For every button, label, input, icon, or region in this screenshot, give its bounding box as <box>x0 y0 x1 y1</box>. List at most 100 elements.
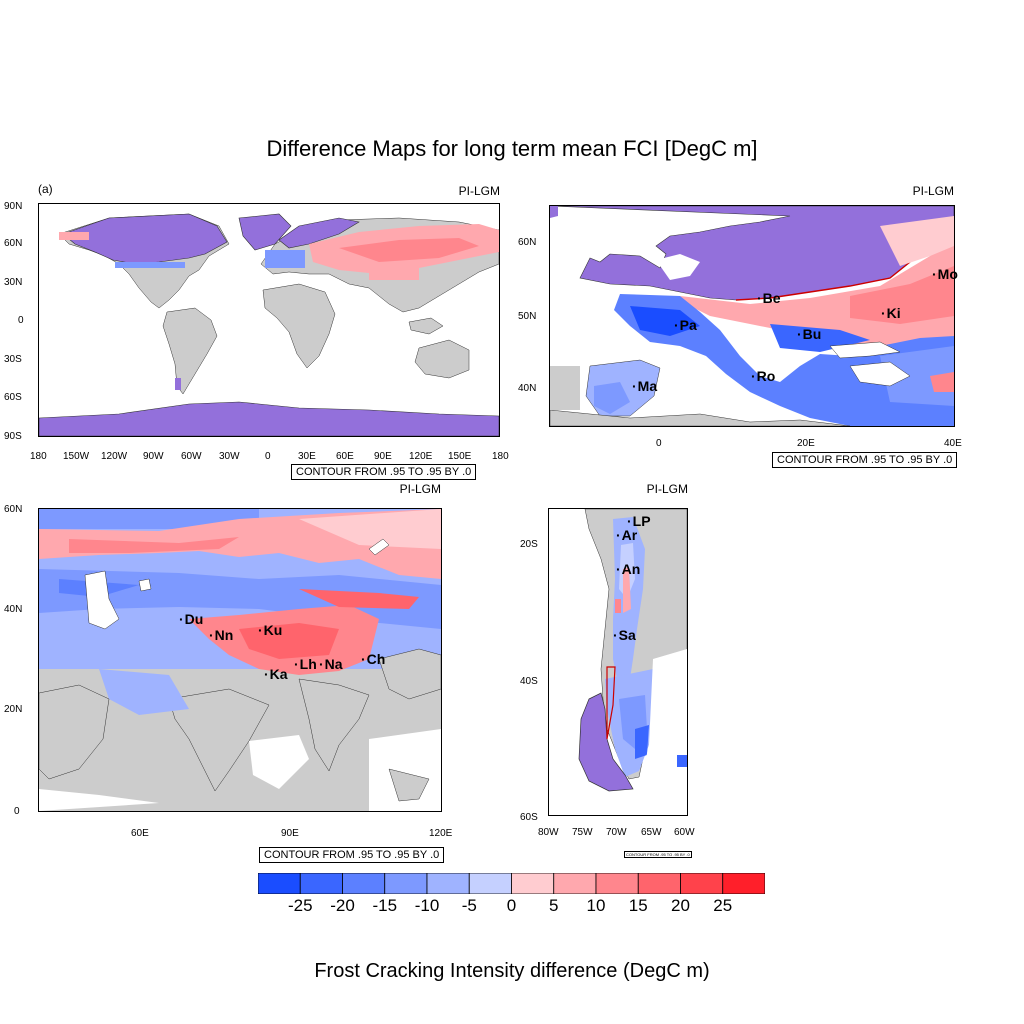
asia-map <box>38 508 442 812</box>
ytick-global: 90S <box>4 431 22 442</box>
patagonian-ice <box>578 692 634 792</box>
city-label-asia: Na <box>319 656 343 672</box>
city-label-asia: Nn <box>209 627 234 643</box>
colorbar-swatch <box>384 873 428 894</box>
colorbar-tick-label: -25 <box>287 896 313 915</box>
xtick-global: 0 <box>265 451 271 462</box>
xtick-global: 60E <box>336 451 354 462</box>
colorbar-swatch <box>426 873 470 894</box>
europe-map <box>549 205 955 427</box>
global-map-svg <box>39 204 499 436</box>
xtick-andes: 80W <box>538 827 559 838</box>
europe-map-svg <box>550 206 954 426</box>
city-label-europe: Ma <box>632 378 657 394</box>
contour-note-global: CONTOUR FROM .95 TO .95 BY .0 <box>291 464 477 480</box>
xtick-global: 150W <box>63 451 90 462</box>
xtick-global: 120W <box>101 451 128 462</box>
city-label-europe: Be <box>757 290 781 306</box>
southeast-asia-land <box>298 678 370 772</box>
colorbar-labels: -25 -20 -15 -10 -5 0 5 10 15 20 25 <box>0 896 1024 920</box>
xtick-asia: 120E <box>429 828 453 839</box>
south-america-land <box>162 307 218 395</box>
antarctica-ice <box>39 401 499 436</box>
contour-note-asia: CONTOUR FROM .95 TO .95 BY .0 <box>259 847 445 863</box>
ytick-andes: 20S <box>520 539 538 550</box>
city-label-andes: An <box>616 561 641 577</box>
eurasia-ice <box>278 217 360 249</box>
andes-map-svg <box>549 509 687 815</box>
xtick-asia: 60E <box>131 828 149 839</box>
colorbar-title: Frost Cracking Intensity difference (Deg… <box>314 960 710 982</box>
ytick-global: 30N <box>4 277 23 288</box>
ytick-europe: 50N <box>518 311 537 322</box>
colorbar-tick-label: 10 <box>586 896 606 915</box>
city-label-europe: Mo <box>932 266 958 282</box>
global-map <box>38 203 500 437</box>
xtick-andes: 60W <box>674 827 695 838</box>
arabia-land <box>39 684 110 780</box>
panel-label-andes: PI-LGM <box>646 482 688 496</box>
colorbar-swatch <box>553 873 597 894</box>
panel-label-global: PI-LGM <box>458 184 500 198</box>
colorbar-tick-label: -5 <box>461 896 477 915</box>
colorbar-swatch <box>258 873 301 894</box>
xtick-global: 30E <box>298 451 316 462</box>
ytick-andes: 60S <box>520 812 538 823</box>
xtick-europe: 20E <box>797 438 815 449</box>
colorbar-swatch <box>722 873 765 894</box>
city-label-asia: Lh <box>294 656 317 672</box>
city-label-asia: Ku <box>258 622 283 638</box>
ytick-global: 60N <box>4 238 23 249</box>
contour-note-andes: CONTOUR FROM .95 TO .95 BY .0 <box>624 851 692 858</box>
city-label-andes: Sa <box>613 627 636 643</box>
xtick-europe: 40E <box>944 438 962 449</box>
ytick-europe: 40N <box>518 383 537 394</box>
colorbar-tick-label: 0 <box>506 896 517 915</box>
ytick-asia: 0 <box>14 806 20 817</box>
colorbar-svg <box>258 873 765 894</box>
colorbar-tick-label: 15 <box>628 896 648 915</box>
xtick-global: 180 <box>492 451 509 462</box>
xtick-andes: 75W <box>572 827 593 838</box>
city-label-europe: Ro <box>751 368 776 384</box>
ytick-europe: 60N <box>518 237 537 248</box>
xtick-europe: 0 <box>656 438 662 449</box>
xtick-global: 30W <box>219 451 240 462</box>
xtick-global: 150E <box>448 451 472 462</box>
xtick-global: 90W <box>143 451 164 462</box>
colorbar-swatch <box>299 873 343 894</box>
city-label-europe: Pa <box>674 317 697 333</box>
ytick-asia: 60N <box>4 504 23 515</box>
colorbar-tick-label: -20 <box>330 896 355 915</box>
ytick-global: 90N <box>4 201 23 212</box>
colorbar-swatch <box>595 873 639 894</box>
xtick-global: 120E <box>409 451 433 462</box>
ytick-asia: 20N <box>4 704 23 715</box>
city-label-andes: LP <box>627 513 651 529</box>
figure-title: Difference Maps for long term mean FCI [… <box>266 136 758 161</box>
colorbar <box>258 873 765 894</box>
africa-land <box>262 283 336 369</box>
panel-label-asia: PI-LGM <box>399 482 441 496</box>
asia-map-svg <box>39 509 441 811</box>
city-label-europe: Bu <box>797 326 822 342</box>
india-land <box>168 688 270 792</box>
ytick-global: 60S <box>4 392 22 403</box>
contour-note-europe: CONTOUR FROM .95 TO .95 BY .0 <box>772 452 958 468</box>
city-label-asia: Ch <box>361 651 386 667</box>
colorbar-tick-label: -15 <box>372 896 398 915</box>
xtick-andes: 65W <box>641 827 662 838</box>
colorbar-swatch <box>342 873 386 894</box>
australia-land <box>414 339 470 379</box>
city-label-andes: Ar <box>616 527 638 543</box>
colorbar-swatch <box>637 873 681 894</box>
caspian-sea <box>84 570 120 630</box>
city-label-europe: Ki <box>881 305 901 321</box>
xtick-global: 90E <box>374 451 392 462</box>
north-america-ice <box>62 213 228 265</box>
north-africa-land <box>550 409 851 426</box>
city-label-asia: Du <box>179 611 204 627</box>
europe-cold-west <box>614 294 954 426</box>
colorbar-swatch <box>680 873 724 894</box>
colorbar-tick-label: 5 <box>549 896 559 915</box>
